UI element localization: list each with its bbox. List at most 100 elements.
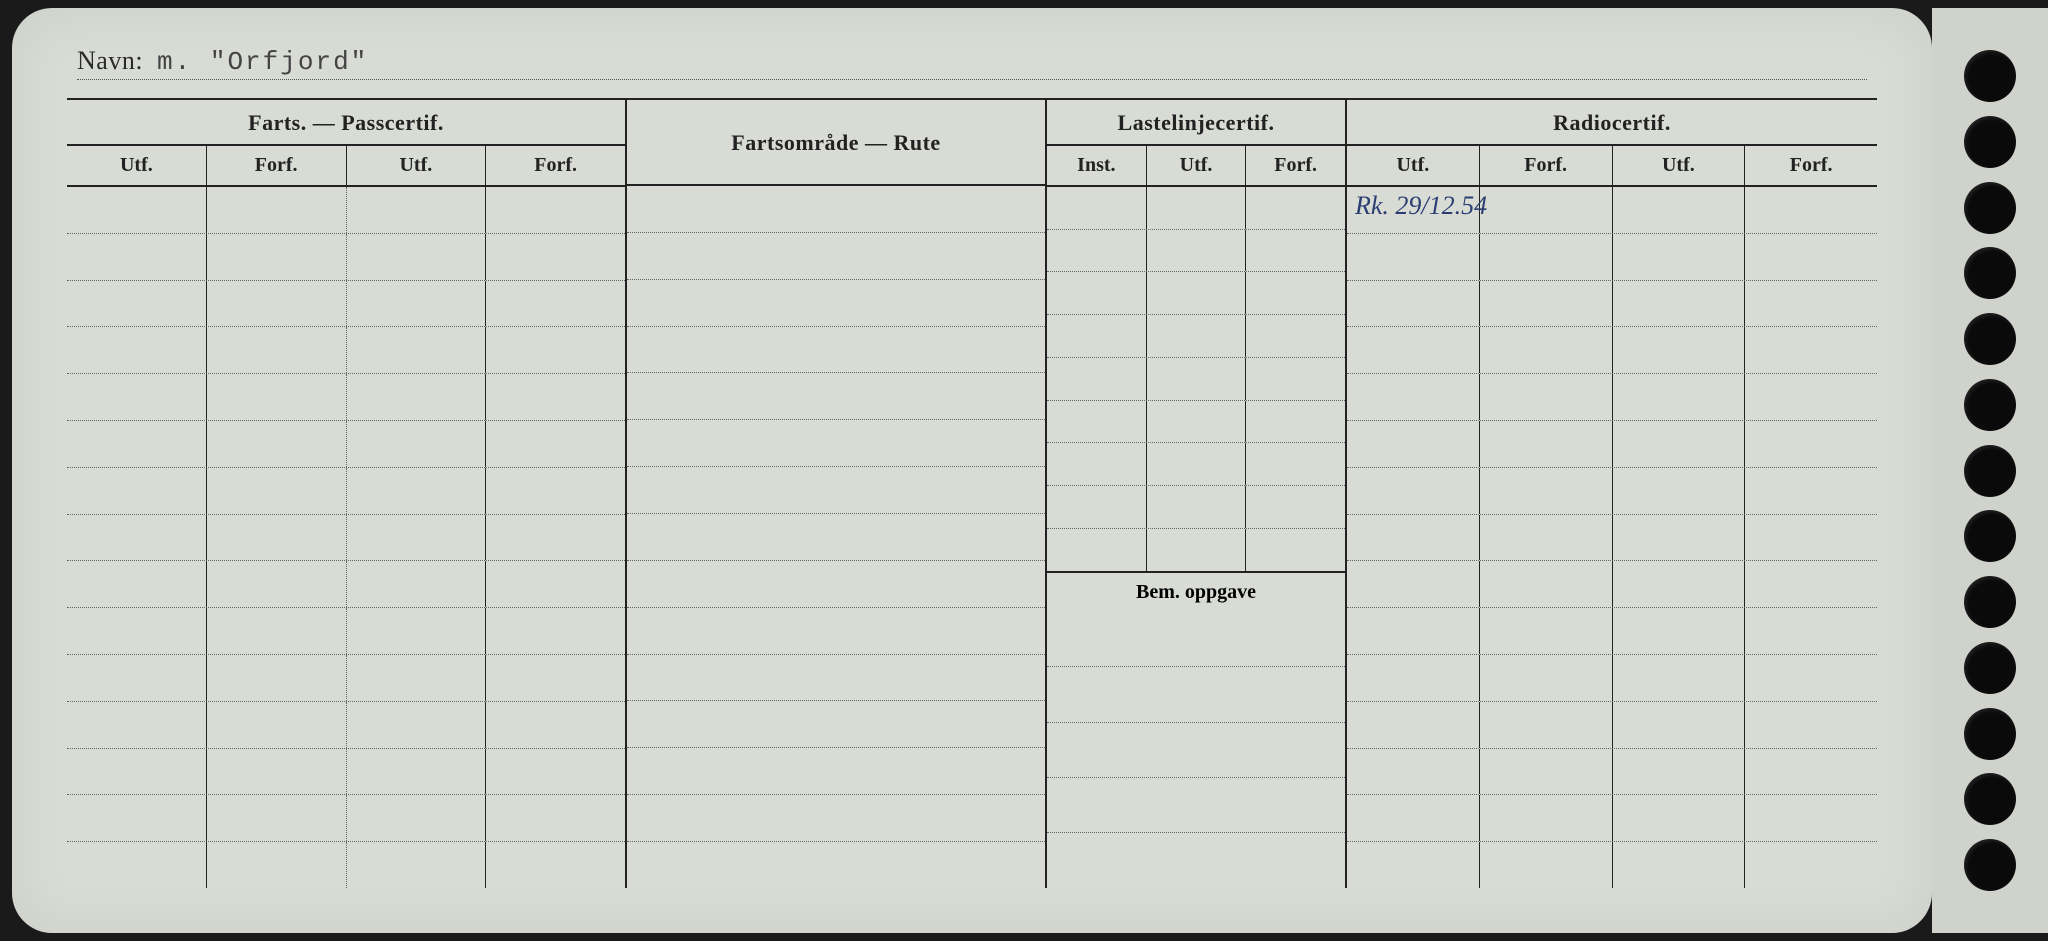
table-cell [1246, 187, 1345, 229]
punch-hole [1964, 510, 2016, 562]
table-cell [1745, 795, 1877, 841]
table-cell [1480, 327, 1613, 373]
table-row [1347, 702, 1877, 749]
punch-hole [1964, 116, 2016, 168]
table-cell [207, 702, 347, 748]
table-row [627, 842, 1045, 888]
table-row [1347, 281, 1877, 328]
table-cell [486, 655, 625, 701]
table-cell [347, 281, 487, 327]
table-cell [347, 608, 487, 654]
laste-subhead: Inst. Utf. Forf. [1047, 146, 1345, 187]
table-cell [486, 842, 625, 888]
table-row [67, 234, 625, 281]
farts-title: Farts. — Passcertif. [67, 100, 625, 146]
table-cell [1745, 702, 1877, 748]
table-cell [1745, 608, 1877, 654]
table-cell [1047, 529, 1147, 571]
table-cell [67, 842, 207, 888]
table-cell [627, 233, 1045, 279]
table-row [1047, 486, 1345, 529]
table-cell [1246, 443, 1345, 485]
table-cell [486, 468, 625, 514]
table-cell [627, 701, 1045, 747]
table-row [67, 795, 625, 842]
table-row [67, 468, 625, 515]
table-cell [1047, 723, 1345, 777]
table-row [67, 327, 625, 374]
table-row [1347, 515, 1877, 562]
table-cell [1745, 234, 1877, 280]
table-row [1047, 272, 1345, 315]
table-cell [1246, 486, 1345, 528]
punch-hole [1964, 445, 2016, 497]
table-cell [347, 468, 487, 514]
table-cell [207, 234, 347, 280]
table-cell [207, 561, 347, 607]
table-cell [347, 655, 487, 701]
table-row [1047, 833, 1345, 887]
table-cell [627, 748, 1045, 794]
table-row [1047, 230, 1345, 273]
table-row [1347, 749, 1877, 796]
table-row: Rk. 29/12.54 [1347, 187, 1877, 234]
table-cell [1613, 702, 1746, 748]
table-cell [1347, 749, 1480, 795]
rute-title: Fartsområde — Rute [627, 100, 1045, 186]
table-cell [207, 468, 347, 514]
table-row [627, 701, 1045, 748]
table-cell [347, 561, 487, 607]
table-cell [347, 515, 487, 561]
table-cell [1347, 281, 1480, 327]
table-cell [1745, 468, 1877, 514]
table-cell [207, 327, 347, 373]
table-row [1347, 374, 1877, 421]
table-cell [1347, 374, 1480, 420]
table-row [67, 842, 625, 888]
table-cell [1347, 327, 1480, 373]
punch-hole [1964, 708, 2016, 760]
table-cell [627, 186, 1045, 232]
table-cell [207, 374, 347, 420]
section-laste: Lastelinjecertif. Inst. Utf. Forf. Bem. … [1047, 100, 1347, 888]
table-cell [347, 374, 487, 420]
punch-hole [1964, 379, 2016, 431]
section-rute: Fartsområde — Rute [627, 100, 1047, 888]
table-row [627, 795, 1045, 842]
table-cell [1480, 421, 1613, 467]
laste-col-inst: Inst. [1047, 146, 1147, 185]
table-cell [1347, 655, 1480, 701]
table-cell [1347, 702, 1480, 748]
table-row [1347, 842, 1877, 888]
table-cell [1613, 749, 1746, 795]
table-cell [1480, 655, 1613, 701]
punch-hole [1964, 50, 2016, 102]
punch-hole [1964, 313, 2016, 365]
table-cell [67, 187, 207, 233]
table-cell [207, 515, 347, 561]
table-cell [1480, 702, 1613, 748]
table-row [67, 749, 625, 796]
table-cell [1047, 667, 1345, 721]
table-cell [1745, 281, 1877, 327]
table-row [67, 515, 625, 562]
table-cell [486, 187, 625, 233]
table-row [1047, 612, 1345, 667]
table-cell [1246, 401, 1345, 443]
laste-title: Lastelinjecertif. [1047, 100, 1345, 146]
table-cell [1745, 561, 1877, 607]
table-cell [1147, 358, 1247, 400]
table-cell [1347, 561, 1480, 607]
table-cell [1047, 778, 1345, 832]
table-row [1347, 327, 1877, 374]
table-row [1047, 778, 1345, 833]
table-cell [347, 702, 487, 748]
table-row [627, 373, 1045, 420]
table-cell [1246, 272, 1345, 314]
punch-hole [1964, 839, 2016, 891]
table-cell [1047, 358, 1147, 400]
table-cell [486, 561, 625, 607]
rute-body [627, 186, 1045, 888]
table-cell [1147, 486, 1247, 528]
table-cell [67, 468, 207, 514]
